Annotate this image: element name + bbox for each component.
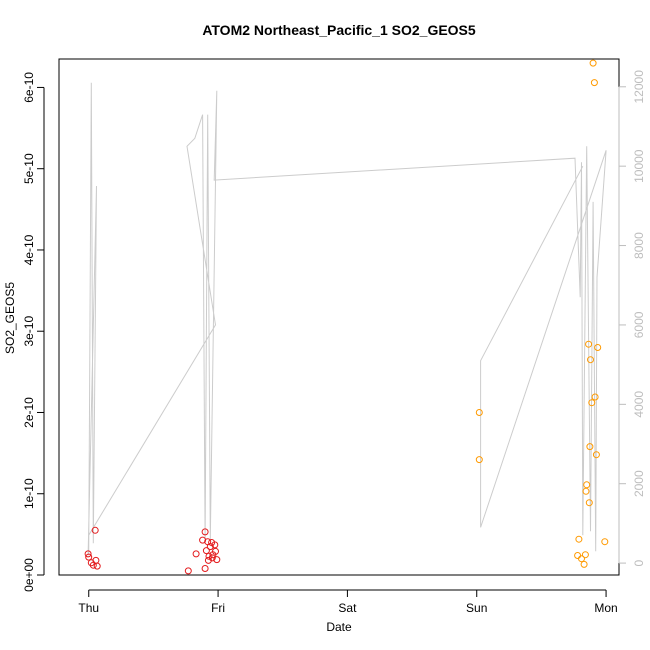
data-point-s0: [202, 547, 210, 555]
y2-axis: 0 2000 4000 6000 8000 10000 12000: [618, 70, 646, 566]
y-tick-label: 2e-10: [22, 397, 36, 428]
x-tick-label: Sun: [466, 601, 487, 615]
altitude-layer: [87, 82, 607, 556]
y2-tick-label: 10000: [632, 149, 646, 183]
data-point-s1: [580, 560, 588, 568]
data-point-s1: [582, 487, 590, 495]
data-point-s1: [587, 356, 594, 364]
y2-tick-label: 8000: [632, 232, 646, 259]
data-point-s1: [601, 538, 609, 546]
data-point-s0: [85, 553, 93, 561]
x-tick-label: Sat: [338, 601, 357, 615]
data-point-s0: [184, 567, 192, 575]
data-point-s1: [581, 551, 589, 559]
data-point-s1: [592, 451, 600, 459]
y-tick-label: 1e-10: [22, 478, 36, 509]
y2-tick-label: 4000: [632, 391, 646, 418]
data-point-s0: [201, 565, 209, 572]
plot-frame: [58, 58, 620, 576]
altitude-line: [87, 82, 607, 556]
data-point-s1: [585, 499, 593, 507]
points-layer: [84, 59, 609, 575]
x-tick-label: Mon: [594, 601, 617, 615]
data-point-s1: [578, 555, 585, 563]
y-tick-label: 0e+00: [22, 558, 36, 592]
data-point-s0: [213, 556, 221, 564]
y-tick-label: 6e-10: [22, 72, 36, 103]
data-point-s1: [475, 409, 483, 416]
x-axis-label: Date: [326, 620, 352, 634]
data-point-s0: [84, 550, 92, 558]
y2-tick-label: 2000: [632, 470, 646, 497]
chart-title: ATOM2 Northeast_Pacific_1 SO2_GEOS5: [202, 22, 476, 38]
data-point-s1: [583, 481, 591, 489]
y2-tick-label: 6000: [632, 311, 646, 338]
y-tick-label: 5e-10: [22, 153, 36, 184]
data-point-s0: [192, 550, 200, 558]
data-point-s1: [589, 59, 597, 67]
data-point-s0: [205, 552, 213, 560]
x-tick-label: Fri: [211, 601, 225, 615]
data-point-s1: [588, 399, 596, 407]
y-axis: 0e+00 1e-10 2e-10 3e-10 4e-10 5e-10 6e-10: [22, 72, 45, 592]
data-point-s0: [206, 543, 214, 551]
y2-tick-label: 12000: [632, 70, 646, 104]
y-axis-label: SO2_GEOS5: [3, 282, 17, 354]
data-point-s0: [211, 541, 219, 549]
data-point-s1: [594, 344, 602, 351]
data-point-s0: [93, 562, 101, 570]
data-point-s0: [91, 526, 99, 534]
data-point-s1: [585, 340, 593, 348]
y2-tick-label: 0: [632, 559, 646, 566]
data-point-s1: [475, 456, 483, 464]
x-tick-label: Thu: [78, 601, 99, 615]
data-point-s1: [575, 535, 583, 543]
data-point-s1: [591, 393, 599, 401]
data-point-s0: [201, 528, 209, 536]
y-tick-label: 3e-10: [22, 316, 36, 347]
data-point-s1: [574, 552, 582, 559]
x-axis: Thu Fri Sat Sun Mon: [78, 589, 618, 615]
y-tick-label: 4e-10: [22, 234, 36, 265]
data-point-s0: [212, 547, 219, 555]
data-point-s1: [590, 79, 598, 87]
data-point-s0: [208, 554, 216, 562]
data-point-s1: [586, 443, 594, 451]
